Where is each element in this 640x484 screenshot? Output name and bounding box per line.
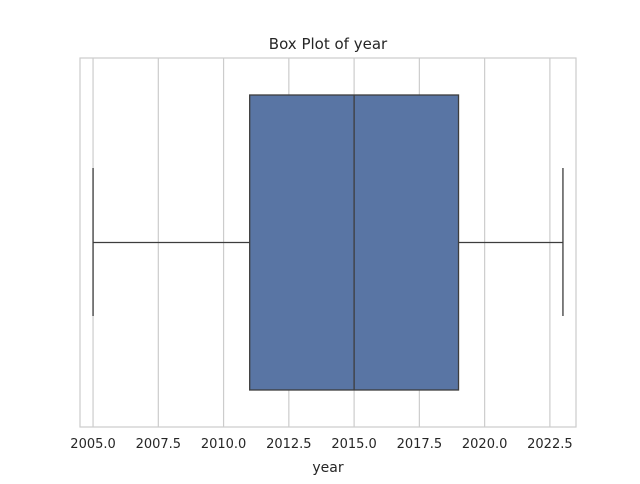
chart-title: Box Plot of year [269,35,388,53]
x-tick-label: 2005.0 [70,437,116,452]
x-tick-label: 2020.0 [462,437,508,452]
x-tick-label: 2012.5 [266,437,312,452]
x-tick-label: 2017.5 [397,437,443,452]
box-plot-series [92,94,564,391]
x-tick-label: 2007.5 [136,437,182,452]
x-axis-ticks: 2005.0 2007.5 2010.0 2012.5 2015.0 2017.5 2020… [70,437,572,452]
x-tick-label: 2015.0 [331,437,377,452]
plot-frame [79,57,577,428]
x-axis-label: year [312,460,343,476]
x-tick-label: 2022.5 [527,437,573,452]
x-tick-label: 2010.0 [201,437,247,452]
